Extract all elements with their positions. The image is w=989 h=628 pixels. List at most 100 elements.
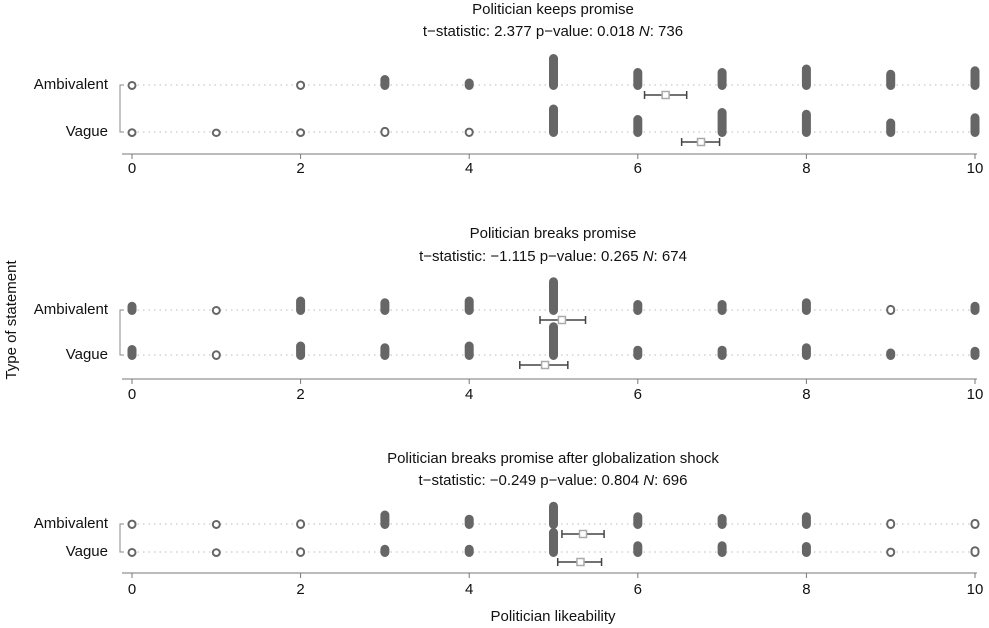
dot-stack <box>970 518 980 530</box>
dot-stack <box>296 341 306 360</box>
dot-stack <box>211 128 221 137</box>
category-label: Ambivalent <box>34 76 109 93</box>
dot-stack <box>127 80 137 90</box>
dot-stack <box>886 118 896 137</box>
x-tick-label: 8 <box>802 386 810 403</box>
dot-stack <box>633 68 643 90</box>
x-tick-label: 8 <box>802 160 810 177</box>
x-tick-label: 2 <box>296 581 304 598</box>
x-tick-label: 10 <box>967 160 984 177</box>
x-tick-label: 10 <box>967 386 984 403</box>
category-bracket <box>119 309 124 356</box>
subtitle-part: N <box>643 472 654 489</box>
dot-stack <box>127 301 137 315</box>
category-label: Vague <box>66 123 108 140</box>
dot-stack <box>211 350 221 360</box>
dot-stack <box>549 54 558 90</box>
dot-stack <box>127 519 137 529</box>
subtitle-part: : 736 <box>650 23 683 40</box>
x-tick-label: 6 <box>634 160 642 177</box>
dot-stack <box>549 104 558 137</box>
mean-marker <box>576 557 585 567</box>
dot-stack <box>211 548 221 557</box>
dot-stack <box>886 304 896 315</box>
dot-stack <box>464 78 474 90</box>
dot-stack <box>886 547 896 557</box>
x-tick-label: 8 <box>802 581 810 598</box>
mean-marker <box>661 90 670 100</box>
dot-stack <box>464 296 474 315</box>
dot-stack <box>211 305 221 316</box>
subtitle-part: t−statistic: −1.115 p−value: 0.265 <box>419 248 643 265</box>
dot-stack <box>296 547 306 557</box>
category-label: Vague <box>66 346 108 363</box>
panel-subtitle: t−statistic: −1.115 p−value: 0.265 N: 67… <box>419 248 687 265</box>
dot-stack <box>380 75 390 90</box>
category-label: Ambivalent <box>34 301 109 318</box>
x-tick-label: 0 <box>128 386 136 403</box>
dot-stack <box>296 128 306 138</box>
dot-stack <box>633 512 643 529</box>
dot-stack <box>633 300 643 315</box>
dot-stack <box>886 518 896 530</box>
dot-stack <box>549 528 558 557</box>
x-tick-label: 0 <box>128 160 136 177</box>
x-tick-label: 6 <box>634 386 642 403</box>
dot-stack <box>717 300 727 315</box>
category-label: Vague <box>66 543 108 560</box>
dot-stack <box>296 519 306 529</box>
x-tick-label: 4 <box>465 386 473 403</box>
mean-marker <box>557 315 567 325</box>
dot-stack <box>380 343 390 360</box>
x-tick-label: 4 <box>465 581 473 598</box>
x-tick-label: 2 <box>296 160 304 177</box>
subtitle-part: t−statistic: 2.377 p−value: 0.018 <box>423 23 639 40</box>
dot-stack <box>296 80 306 90</box>
dot-stack <box>801 298 811 315</box>
dot-stack <box>970 301 980 315</box>
dot-stack <box>549 501 558 529</box>
dot-stack <box>717 108 727 137</box>
dot-stack <box>886 348 896 360</box>
dot-stack <box>464 127 474 138</box>
panel-title: Politician keeps promise <box>472 1 634 18</box>
dot-stack <box>464 341 474 360</box>
x-tick-label: 6 <box>634 581 642 598</box>
dot-stack <box>801 512 811 529</box>
subtitle-part: t−statistic: −0.249 p−value: 0.804 <box>419 472 644 489</box>
dot-stack <box>970 113 980 137</box>
x-tick-label: 0 <box>128 581 136 598</box>
subtitle-part: : 696 <box>654 472 687 489</box>
dot-stack <box>127 345 137 360</box>
x-tick-label: 4 <box>465 160 473 177</box>
dot-stack <box>633 345 643 361</box>
dot-stack <box>549 322 558 360</box>
subtitle-part: N <box>639 23 650 40</box>
dot-stack <box>801 64 811 90</box>
dot-stack <box>717 541 727 557</box>
dot-stack <box>464 514 474 530</box>
dot-stack <box>549 277 558 315</box>
dot-stack <box>127 547 137 558</box>
x-axis-label: Politician likeability <box>490 608 616 625</box>
category-label: Ambivalent <box>34 515 109 532</box>
subtitle-part: : 674 <box>654 248 687 265</box>
x-tick-label: 2 <box>296 386 304 403</box>
dot-stack <box>633 541 643 557</box>
dot-stack <box>801 542 811 557</box>
dot-stack <box>633 115 643 137</box>
dot-stack <box>380 544 390 557</box>
dot-stack <box>886 69 896 90</box>
dot-stack <box>380 510 390 529</box>
mean-marker <box>696 137 706 147</box>
dot-stack <box>717 68 727 90</box>
dot-stack <box>970 546 980 558</box>
panel-subtitle: t−statistic: 2.377 p−value: 0.018 N: 736 <box>423 23 683 40</box>
panel-subtitle: t−statistic: −0.249 p−value: 0.804 N: 69… <box>419 472 688 489</box>
y-axis-label: Type of statement <box>3 260 20 380</box>
dot-stack <box>127 128 137 138</box>
mean-marker <box>578 529 588 539</box>
dot-stack <box>801 109 811 137</box>
category-bracket <box>119 523 124 553</box>
